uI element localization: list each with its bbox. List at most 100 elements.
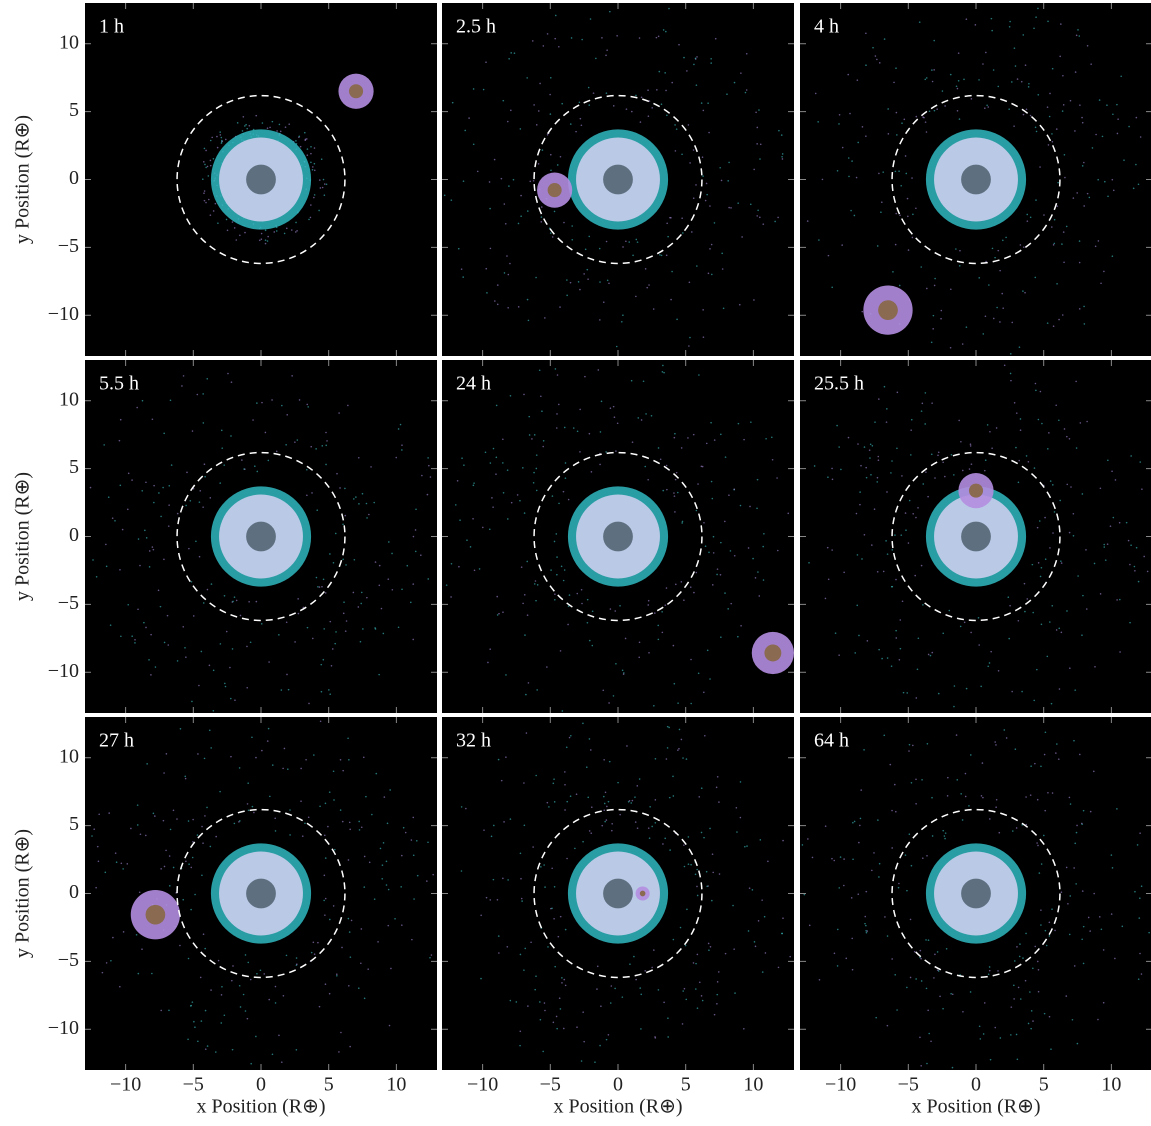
particle [553,210,556,213]
particle [1086,44,1089,47]
particle [605,451,607,453]
particle [630,802,633,804]
particle [489,207,491,210]
particle [1027,86,1030,88]
x-tick-label: −10 [110,1074,141,1096]
particle [357,987,360,990]
particle [1066,483,1069,486]
particle [1072,512,1075,515]
particle [341,820,344,823]
particle [278,1034,280,1037]
particle [817,121,819,123]
particle [603,802,606,805]
particle [763,915,766,918]
particle [1053,218,1056,221]
particle [1034,762,1036,765]
particle [1085,549,1087,551]
particle [904,512,907,514]
particle [730,207,732,209]
particle [307,816,310,819]
particle [313,754,315,756]
particle [934,953,936,956]
particle [249,641,252,644]
particle [673,495,676,497]
particle [342,769,344,772]
particle [1141,488,1143,490]
particle [984,315,987,318]
particle [1035,389,1037,392]
particle [1036,960,1039,963]
particle [965,687,968,690]
particle [936,951,939,953]
particle [209,214,212,216]
particle [1046,655,1049,658]
particle [241,130,244,132]
particle [692,197,695,200]
particle [344,487,346,490]
particle [506,469,509,471]
particle [381,864,384,866]
particle [1058,419,1060,422]
particle [1010,1006,1013,1008]
particle [890,472,892,474]
particle [682,232,684,234]
particle [968,805,970,807]
particle [997,85,1000,88]
particle [1137,183,1140,186]
particle [1132,187,1135,190]
particle [139,564,141,567]
panel: 25.5 h [800,360,1151,713]
particle [687,124,690,126]
particle [1050,702,1053,705]
particle [194,893,196,896]
particle [838,654,840,656]
particle [1117,118,1119,120]
particle [220,429,223,432]
planet-core [603,878,633,909]
particle [255,114,258,117]
particle [1035,16,1037,18]
particle [373,501,376,504]
particle [410,601,412,604]
particle [165,753,168,755]
particle [622,314,624,316]
particle [824,597,827,600]
particle [994,1026,997,1029]
impactor-core [349,84,364,99]
particle [540,221,543,223]
particle [1017,481,1020,484]
particle [609,1002,612,1004]
particle [932,314,935,317]
particle [1116,599,1118,601]
particle [647,115,650,118]
particle [559,306,561,308]
particle [758,595,761,597]
particle [693,63,695,66]
particle [933,977,935,979]
particle [1135,546,1138,549]
particle [523,969,525,971]
particle [696,868,698,871]
particle [490,835,493,838]
particle [712,871,715,874]
particle [886,408,888,410]
particle [970,631,972,634]
particle [688,281,691,284]
particle [322,578,325,581]
particle [552,782,555,785]
particle [349,828,351,831]
particle [896,391,899,394]
particle [535,975,537,977]
particle [624,637,627,640]
particle [747,930,750,932]
particle [358,820,360,823]
particle [204,1048,207,1050]
particle [505,756,507,758]
particle [1041,422,1043,425]
particle [503,272,506,274]
particle [1100,282,1102,285]
particle [1011,321,1014,324]
particle [211,136,214,139]
particle [168,1009,170,1012]
particle [385,884,388,886]
